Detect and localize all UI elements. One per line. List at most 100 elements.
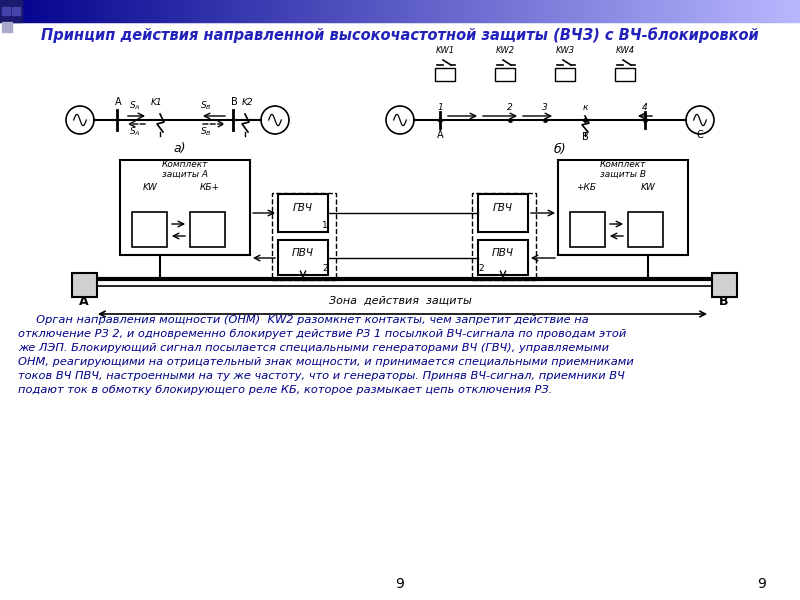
- Bar: [30, 0, 31, 22]
- Bar: [265, 0, 266, 22]
- Bar: [540, 0, 541, 22]
- Bar: [666, 0, 667, 22]
- Bar: [407, 0, 408, 22]
- Bar: [433, 0, 434, 22]
- Bar: [437, 0, 438, 22]
- Bar: [170, 0, 171, 22]
- Bar: [7, 0, 8, 22]
- Bar: [145, 0, 146, 22]
- Bar: [753, 0, 754, 22]
- Bar: [656, 0, 657, 22]
- Bar: [313, 0, 314, 22]
- Bar: [621, 0, 622, 22]
- Bar: [323, 0, 324, 22]
- Bar: [473, 0, 474, 22]
- Bar: [508, 0, 509, 22]
- Bar: [79, 0, 80, 22]
- Bar: [295, 0, 296, 22]
- Bar: [144, 0, 145, 22]
- Text: 9: 9: [395, 577, 405, 591]
- Bar: [434, 0, 435, 22]
- Bar: [105, 0, 106, 22]
- Bar: [179, 0, 180, 22]
- Bar: [767, 0, 768, 22]
- Bar: [386, 0, 387, 22]
- Bar: [267, 0, 268, 22]
- Text: защиты В: защиты В: [600, 170, 646, 179]
- Bar: [178, 0, 179, 22]
- Bar: [513, 0, 514, 22]
- Bar: [239, 0, 240, 22]
- Bar: [175, 0, 176, 22]
- Bar: [301, 0, 302, 22]
- Text: +КБ: +КБ: [576, 183, 596, 192]
- Bar: [404, 0, 405, 22]
- Bar: [618, 0, 619, 22]
- Bar: [381, 0, 382, 22]
- Bar: [120, 0, 121, 22]
- Bar: [280, 0, 281, 22]
- Bar: [398, 0, 399, 22]
- Bar: [247, 0, 248, 22]
- Bar: [97, 0, 98, 22]
- Bar: [789, 0, 790, 22]
- Bar: [251, 0, 252, 22]
- Bar: [52, 0, 53, 22]
- Bar: [33, 0, 34, 22]
- Bar: [382, 0, 383, 22]
- Bar: [706, 0, 707, 22]
- Bar: [716, 0, 717, 22]
- Bar: [278, 240, 328, 275]
- Bar: [158, 0, 159, 22]
- Bar: [66, 0, 67, 22]
- Bar: [47, 0, 48, 22]
- Bar: [172, 0, 173, 22]
- Bar: [740, 0, 741, 22]
- Bar: [349, 0, 350, 22]
- Bar: [779, 0, 780, 22]
- Bar: [244, 0, 245, 22]
- Bar: [568, 0, 569, 22]
- Bar: [452, 0, 453, 22]
- Bar: [585, 0, 586, 22]
- Bar: [21, 0, 22, 22]
- Bar: [783, 0, 784, 22]
- Bar: [284, 0, 285, 22]
- Bar: [569, 0, 570, 22]
- Bar: [641, 0, 642, 22]
- Bar: [270, 0, 271, 22]
- Bar: [633, 0, 634, 22]
- Bar: [523, 0, 524, 22]
- Bar: [530, 0, 531, 22]
- Bar: [223, 0, 224, 22]
- Bar: [310, 0, 311, 22]
- Bar: [123, 0, 124, 22]
- Bar: [315, 0, 316, 22]
- Bar: [587, 0, 588, 22]
- Bar: [235, 0, 236, 22]
- Bar: [733, 0, 734, 22]
- Bar: [356, 0, 357, 22]
- Bar: [460, 0, 461, 22]
- Bar: [198, 0, 199, 22]
- Bar: [770, 0, 771, 22]
- Bar: [249, 0, 250, 22]
- Bar: [46, 0, 47, 22]
- Bar: [173, 0, 174, 22]
- Bar: [109, 0, 110, 22]
- Bar: [72, 0, 73, 22]
- Bar: [34, 0, 35, 22]
- Bar: [399, 0, 400, 22]
- Text: KW1: KW1: [435, 46, 454, 55]
- Bar: [143, 0, 144, 22]
- Bar: [635, 0, 636, 22]
- Bar: [418, 0, 419, 22]
- Bar: [209, 0, 210, 22]
- Bar: [559, 0, 560, 22]
- Bar: [221, 0, 222, 22]
- Bar: [462, 0, 463, 22]
- Text: K1: K1: [151, 98, 163, 107]
- Bar: [394, 0, 395, 22]
- Bar: [94, 0, 95, 22]
- Bar: [435, 0, 436, 22]
